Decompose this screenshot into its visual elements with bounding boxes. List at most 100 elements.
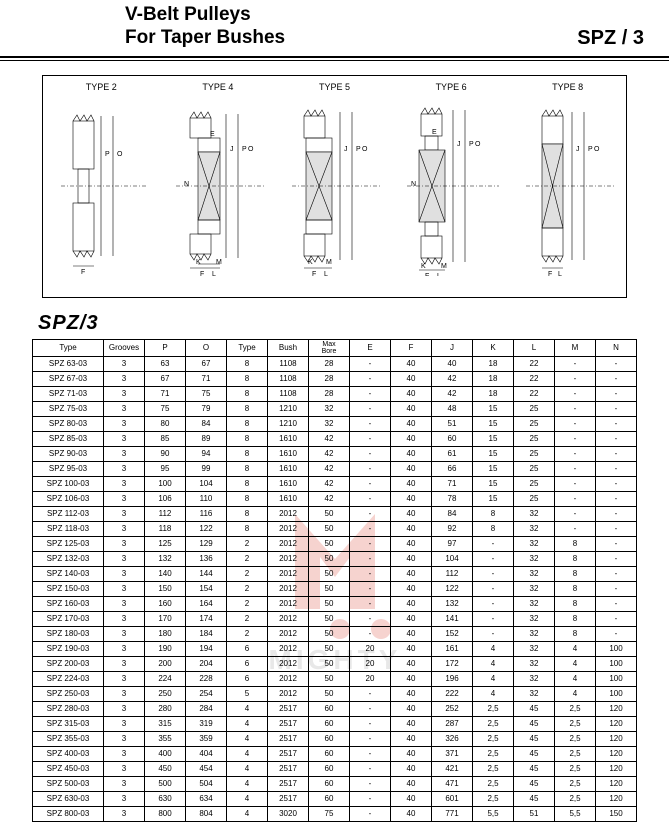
table-cell: - xyxy=(555,401,596,416)
diagram-frame: TYPE 2 P O F xyxy=(42,75,627,298)
table-cell: 32 xyxy=(514,611,555,626)
table-cell: - xyxy=(473,536,514,551)
table-cell: 66 xyxy=(432,461,473,476)
table-cell: 6 xyxy=(227,671,268,686)
table-cell: 40 xyxy=(391,626,432,641)
table-cell: 3 xyxy=(104,761,145,776)
table-cell: 2517 xyxy=(268,761,309,776)
table-cell: 50 xyxy=(309,506,350,521)
table-cell: 18 xyxy=(473,386,514,401)
table-cell: 60 xyxy=(309,746,350,761)
table-cell: 150 xyxy=(145,581,186,596)
table-cell: 2517 xyxy=(268,716,309,731)
table-cell: - xyxy=(596,536,637,551)
table-cell: SPZ 106-03 xyxy=(33,491,104,506)
table-cell: - xyxy=(350,356,391,371)
table-cell: 2,5 xyxy=(473,716,514,731)
table-cell: - xyxy=(350,746,391,761)
table-cell: - xyxy=(350,491,391,506)
table-cell: 129 xyxy=(186,536,227,551)
table-cell: 2,5 xyxy=(473,761,514,776)
table-cell: 3 xyxy=(104,476,145,491)
table-cell: 200 xyxy=(145,656,186,671)
table-cell: 100 xyxy=(596,656,637,671)
table-cell: 194 xyxy=(186,641,227,656)
col-header: O xyxy=(186,339,227,356)
table-cell: 141 xyxy=(432,611,473,626)
col-header: E xyxy=(350,339,391,356)
diagram-label: TYPE 4 xyxy=(160,82,277,92)
table-cell: 8 xyxy=(555,536,596,551)
table-cell: 3 xyxy=(104,806,145,821)
table-cell: 3 xyxy=(104,536,145,551)
table-cell: 144 xyxy=(186,566,227,581)
table-cell: 1610 xyxy=(268,446,309,461)
col-header: Type xyxy=(227,339,268,356)
table-cell: 112 xyxy=(432,566,473,581)
table-cell: 32 xyxy=(309,416,350,431)
table-cell: SPZ 180-03 xyxy=(33,626,104,641)
table-cell: 3 xyxy=(104,671,145,686)
table-cell: 8 xyxy=(227,521,268,536)
title-line-2: For Taper Bushes xyxy=(125,27,285,50)
table-cell: 28 xyxy=(309,386,350,401)
table-cell: 15 xyxy=(473,416,514,431)
svg-text:K: K xyxy=(196,259,201,266)
table-cell: 22 xyxy=(514,371,555,386)
table-cell: 75 xyxy=(309,806,350,821)
table-cell: 2517 xyxy=(268,701,309,716)
diagram-type-8: TYPE 8 J P O L F xyxy=(509,82,626,297)
table-cell: 25 xyxy=(514,446,555,461)
table-cell: - xyxy=(596,521,637,536)
table-cell: 22 xyxy=(514,386,555,401)
svg-text:P: P xyxy=(105,151,110,158)
table-cell: 4 xyxy=(555,671,596,686)
table-cell: 40 xyxy=(391,731,432,746)
table-cell: 125 xyxy=(145,536,186,551)
table-cell: 152 xyxy=(432,626,473,641)
table-cell: - xyxy=(596,431,637,446)
table-cell: - xyxy=(555,461,596,476)
pulley-section-icon: E N J P O K M L F xyxy=(168,96,268,276)
table-cell: 80 xyxy=(145,416,186,431)
table-cell: 8 xyxy=(227,506,268,521)
table-cell: SPZ 450-03 xyxy=(33,761,104,776)
table-cell: 8 xyxy=(227,356,268,371)
table-cell: - xyxy=(350,446,391,461)
table-cell: 132 xyxy=(145,551,186,566)
col-header: J xyxy=(432,339,473,356)
table-cell: 160 xyxy=(145,596,186,611)
table-cell: 40 xyxy=(391,491,432,506)
table-cell: 3 xyxy=(104,746,145,761)
table-cell: 8 xyxy=(227,431,268,446)
table-cell: 164 xyxy=(186,596,227,611)
table-cell: 140 xyxy=(145,566,186,581)
table-cell: 116 xyxy=(186,506,227,521)
table-cell: 4 xyxy=(227,701,268,716)
table-cell: 3 xyxy=(104,641,145,656)
table-cell: 2012 xyxy=(268,596,309,611)
table-cell: 51 xyxy=(432,416,473,431)
table-cell: 32 xyxy=(514,521,555,536)
diagram-label: TYPE 2 xyxy=(43,82,160,92)
table-cell: 104 xyxy=(186,476,227,491)
table-row: SPZ 112-0331121168201250-4084832-- xyxy=(33,506,637,521)
pulley-section-icon: J P O K M L F xyxy=(284,96,384,276)
table-cell: 2 xyxy=(227,581,268,596)
table-cell: - xyxy=(473,551,514,566)
table-cell: - xyxy=(350,506,391,521)
table-cell: 8 xyxy=(227,401,268,416)
table-cell: 32 xyxy=(514,536,555,551)
table-cell: 28 xyxy=(309,371,350,386)
table-cell: 40 xyxy=(391,701,432,716)
table-row: SPZ 75-03375798121032-40481525-- xyxy=(33,401,637,416)
table-row: SPZ 800-0338008044302075-407715,5515,515… xyxy=(33,806,637,821)
title-line-1: V-Belt Pulleys xyxy=(125,4,285,27)
table-cell: 1210 xyxy=(268,416,309,431)
table-cell: 2,5 xyxy=(473,746,514,761)
table-cell: 40 xyxy=(391,596,432,611)
table-cell: 90 xyxy=(145,446,186,461)
table-cell: 3 xyxy=(104,551,145,566)
table-cell: 50 xyxy=(309,551,350,566)
diagram-type-6: TYPE 6 E N J P O K M xyxy=(393,82,510,297)
